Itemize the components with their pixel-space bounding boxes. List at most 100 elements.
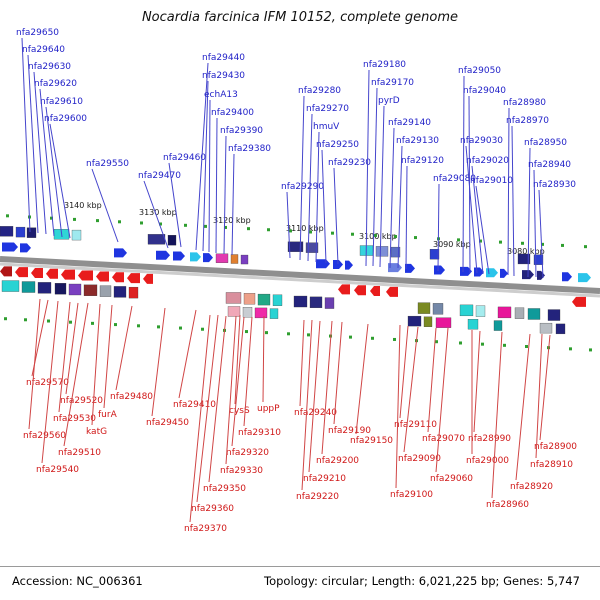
- gene-label[interactable]: nfa29350: [203, 484, 246, 494]
- gene-arrow-left[interactable]: [370, 286, 380, 296]
- gene-label[interactable]: nfa28950: [524, 138, 567, 148]
- gene-glyph[interactable]: [432, 303, 444, 315]
- gene-arrow-right[interactable]: [434, 265, 445, 275]
- gene-label[interactable]: nfa29450: [146, 418, 189, 428]
- gene-glyph[interactable]: [113, 286, 127, 298]
- gene-glyph[interactable]: [54, 283, 67, 295]
- gene-label[interactable]: nfa29550: [86, 159, 129, 169]
- gene-label[interactable]: nfa29630: [28, 62, 71, 72]
- gene-label[interactable]: nfa29440: [202, 53, 245, 63]
- gene-label[interactable]: nfa29070: [422, 434, 465, 444]
- gene-label[interactable]: nfa29180: [363, 60, 406, 70]
- gene-arrow-left[interactable]: [338, 284, 350, 295]
- gene-label[interactable]: nfa29480: [110, 392, 153, 402]
- gene-label[interactable]: nfa29170: [371, 78, 414, 88]
- gene-glyph[interactable]: [99, 285, 112, 297]
- gene-label[interactable]: nfa29570: [26, 378, 69, 388]
- gene-label[interactable]: nfa29620: [34, 79, 77, 89]
- gene-glyph[interactable]: [287, 241, 304, 252]
- gene-arrow-right[interactable]: [578, 273, 591, 283]
- gene-label[interactable]: nfa29310: [238, 428, 281, 438]
- gene-arrow-right[interactable]: [333, 260, 343, 270]
- gene-label[interactable]: nfa29290: [281, 182, 324, 192]
- gene-glyph[interactable]: [26, 227, 37, 238]
- gene-glyph[interactable]: [533, 254, 544, 265]
- gene-label[interactable]: nfa29020: [466, 156, 509, 166]
- gene-glyph[interactable]: [37, 282, 52, 294]
- gene-glyph[interactable]: [309, 296, 323, 309]
- gene-glyph[interactable]: [71, 229, 82, 241]
- gene-glyph[interactable]: [390, 246, 401, 258]
- gene-arrow-right[interactable]: [173, 251, 185, 261]
- gene-label[interactable]: nfa29370: [184, 524, 227, 534]
- gene-arrow-left[interactable]: [572, 296, 586, 307]
- gene-arrow-right[interactable]: [405, 263, 415, 273]
- gene-arrow-right[interactable]: [190, 252, 201, 262]
- gene-label[interactable]: nfa28980: [503, 98, 546, 108]
- gene-glyph[interactable]: [293, 295, 308, 308]
- gene-label[interactable]: nfa29210: [303, 474, 346, 484]
- gene-glyph[interactable]: [147, 234, 166, 245]
- gene-arrow-left[interactable]: [386, 286, 398, 297]
- gene-arrow-left[interactable]: [46, 268, 58, 279]
- gene-arrow-right[interactable]: [562, 272, 572, 282]
- gene-glyph[interactable]: [254, 307, 268, 319]
- gene-label[interactable]: nfa29110: [394, 420, 437, 430]
- gene-glyph[interactable]: [305, 242, 319, 253]
- gene-arrow-left[interactable]: [61, 269, 75, 280]
- gene-glyph[interactable]: [225, 292, 242, 304]
- gene-label[interactable]: nfa29240: [294, 408, 337, 418]
- gene-label[interactable]: nfa28960: [486, 500, 529, 510]
- gene-glyph[interactable]: [324, 297, 335, 309]
- gene-glyph[interactable]: [128, 286, 139, 299]
- gene-label[interactable]: nfa29400: [211, 108, 254, 118]
- gene-arrow-right[interactable]: [20, 243, 31, 253]
- gene-label[interactable]: nfa29140: [388, 118, 431, 128]
- gene-label[interactable]: nfa28900: [534, 442, 577, 452]
- gene-label[interactable]: nfa29470: [138, 171, 181, 181]
- gene-glyph[interactable]: [230, 254, 239, 264]
- gene-label[interactable]: nfa29430: [202, 71, 245, 81]
- gene-arrow-left[interactable]: [143, 273, 153, 284]
- gene-glyph[interactable]: [467, 319, 479, 330]
- gene-label[interactable]: nfa29220: [296, 492, 339, 502]
- gene-arrow-left[interactable]: [354, 285, 366, 296]
- gene-label[interactable]: nfa29540: [36, 465, 79, 475]
- gene-label[interactable]: nfa29230: [328, 158, 371, 168]
- gene-arrow-right[interactable]: [2, 242, 18, 252]
- gene-glyph[interactable]: [375, 246, 389, 257]
- gene-label[interactable]: nfa29600: [44, 114, 87, 124]
- gene-label[interactable]: nfa29280: [298, 86, 341, 96]
- gene-label[interactable]: nfa29090: [398, 454, 441, 464]
- gene-label[interactable]: nfa29080: [433, 174, 476, 184]
- gene-glyph[interactable]: [475, 305, 486, 317]
- gene-label[interactable]: nfa29390: [220, 126, 263, 136]
- gene-label[interactable]: nfa29530: [53, 414, 96, 424]
- gene-glyph[interactable]: [539, 322, 553, 334]
- gene-label[interactable]: nfa28910: [530, 460, 573, 470]
- gene-label[interactable]: nfa28940: [528, 160, 571, 170]
- gene-label[interactable]: nfa29040: [463, 86, 506, 96]
- gene-arrow-left[interactable]: [112, 272, 124, 283]
- gene-glyph[interactable]: [240, 254, 249, 265]
- gene-label[interactable]: furA: [98, 410, 118, 420]
- gene-label[interactable]: echA13: [204, 90, 238, 100]
- gene-glyph[interactable]: [497, 306, 512, 319]
- gene-glyph[interactable]: [547, 309, 561, 321]
- gene-label[interactable]: nfa29100: [390, 490, 433, 500]
- gene-arrow-left[interactable]: [0, 266, 12, 277]
- gene-glyph[interactable]: [83, 284, 98, 296]
- gene-label[interactable]: nfa28930: [533, 180, 576, 190]
- gene-glyph[interactable]: [429, 249, 440, 260]
- gene-label[interactable]: uppP: [257, 404, 280, 414]
- gene-label[interactable]: nfa29150: [350, 436, 393, 446]
- gene-label[interactable]: nfa29060: [430, 474, 473, 484]
- gene-glyph[interactable]: [493, 320, 503, 331]
- gene-label[interactable]: katG: [86, 427, 107, 437]
- gene-label[interactable]: nfa29320: [226, 448, 269, 458]
- gene-label[interactable]: nfa28990: [468, 434, 511, 444]
- gene-glyph[interactable]: [167, 235, 177, 246]
- gene-arrow-left[interactable]: [127, 273, 140, 284]
- gene-arrow-right[interactable]: [156, 250, 170, 260]
- gene-label[interactable]: nfa29010: [470, 176, 513, 186]
